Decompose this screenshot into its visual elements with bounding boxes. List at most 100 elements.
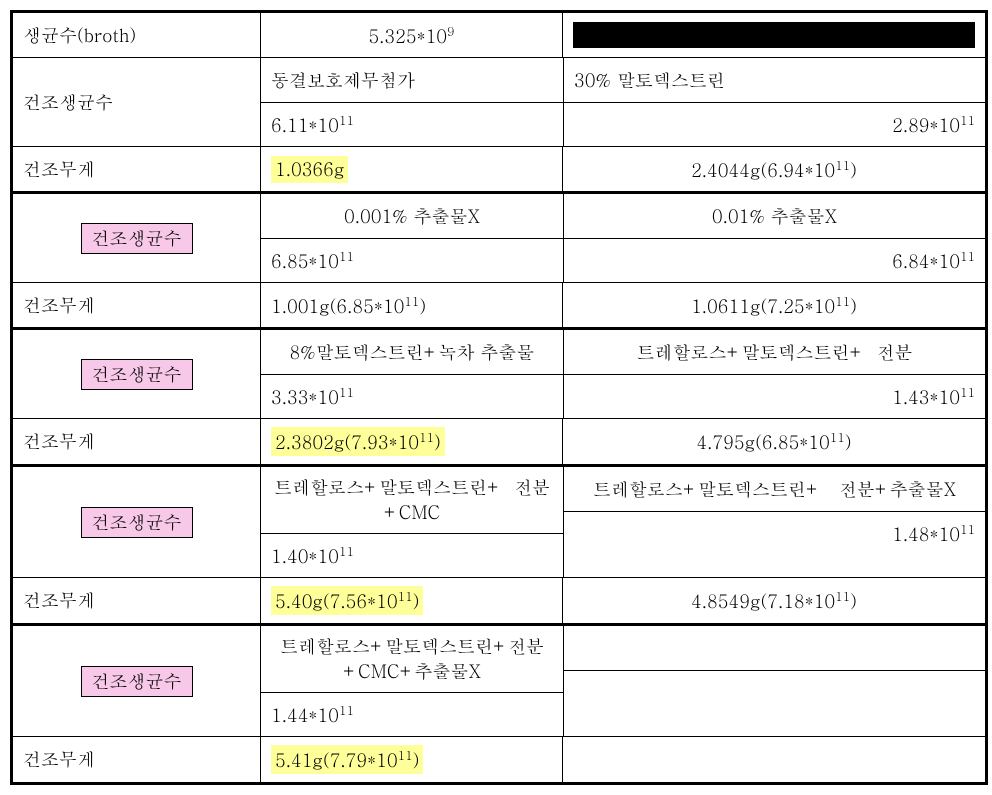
row-s1-weight: 건조무게 1.0366g 2.4044g(6.94*1011) <box>13 147 985 194</box>
s2-weight-col3-text: 1.0611g(7.25*1011) <box>691 292 857 319</box>
s3-weight-col3: 4.795g(6.85*1011) <box>563 419 985 464</box>
s4-count-label-cell: 건조생균수 <box>13 467 261 577</box>
row-s5-weight: 건조무게 5.41g(7.79*1011) <box>13 737 985 785</box>
s2-weight-col2-text: 1.001g(6.85*1011) <box>271 292 426 319</box>
s1-col2-value-text: 6.11*1011 <box>271 111 354 138</box>
s1-col2-value: 6.11*1011 <box>261 102 563 146</box>
s3-col2-value: 3.33*1011 <box>261 374 563 418</box>
s4-weight-col3-text: 4.8549g(7.18*1011) <box>691 587 857 614</box>
s5-weight-label: 건조무게 <box>23 747 95 772</box>
s4-col3-value-text: 1.48*1011 <box>892 520 975 547</box>
s5-col3-stack <box>564 626 985 736</box>
s3-weight-col3-text: 4.795g(6.85*1011) <box>696 428 851 455</box>
s3-col3-header: 트레할로스+말토덱스트린+ 전분 <box>564 330 985 374</box>
s1-col3-header: 30% 말토덱스트린 <box>564 58 985 102</box>
s2-col2-header-text: 0.001% 추출물X <box>344 204 480 229</box>
s2-col2-value-text: 6.85*1011 <box>271 247 354 274</box>
row-s4-count: 건조생균수 트레할로스+말토덱스트린+ 전분+CMC 1.40*1011 트레할… <box>13 467 985 578</box>
s3-count-label: 건조생균수 <box>81 359 193 390</box>
s3-col3-value: 1.43*1011 <box>564 374 985 418</box>
s1-weight-col3: 2.4044g(6.94*1011) <box>563 147 985 191</box>
s5-col2-stack: 트레할로스+말토덱스트린+전분+CMC+추출물X 1.44*1011 <box>261 626 564 736</box>
s1-col2-header: 동결보호제무첨가 <box>261 58 563 102</box>
s5-count-label: 건조생균수 <box>81 666 193 697</box>
s4-weight-label-cell: 건조무게 <box>13 578 261 623</box>
s5-col3-value <box>564 670 985 714</box>
row-s3-count: 건조생균수 8%말토덱스트린+녹차 추출물 3.33*1011 트레할로스+말토… <box>13 330 985 419</box>
s3-col3-header-text: 트레할로스+말토덱스트린+ 전분 <box>637 340 913 365</box>
s2-col3-stack: 0.01% 추출물X 6.84*1011 <box>564 194 985 282</box>
s4-col2-header: 트레할로스+말토덱스트린+ 전분+CMC <box>261 467 563 533</box>
s4-col3-header-text: 트레할로스+말토덱스트린+ 전분+추출물X <box>593 477 956 502</box>
row-s3-weight: 건조무게 2.3802g(7.93*1011) 4.795g(6.85*1011… <box>13 419 985 467</box>
s4-weight-label: 건조무게 <box>23 588 95 613</box>
s5-col2-value: 1.44*1011 <box>261 692 563 736</box>
s4-count-label: 건조생균수 <box>81 507 193 538</box>
s2-col2-value: 6.85*1011 <box>261 238 563 282</box>
s5-weight-col3 <box>563 737 985 782</box>
s4-col2-stack: 트레할로스+말토덱스트린+ 전분+CMC 1.40*1011 <box>261 467 564 577</box>
s3-weight-label: 건조무게 <box>23 429 95 454</box>
s3-col2-stack: 8%말토덱스트린+녹차 추출물 3.33*1011 <box>261 330 564 418</box>
redacted-block <box>573 22 975 48</box>
s3-weight-col2: 2.3802g(7.93*1011) <box>261 419 563 464</box>
row-s2-weight: 건조무게 1.001g(6.85*1011) 1.0611g(7.25*1011… <box>13 283 985 330</box>
s4-col3-stack: 트레할로스+말토덱스트린+ 전분+추출물X 1.48*1011 <box>564 467 985 577</box>
s2-col2-stack: 0.001% 추출물X 6.85*1011 <box>261 194 564 282</box>
s1-col3-header-text: 30% 말토덱스트린 <box>574 68 725 93</box>
s4-col3-value: 1.48*1011 <box>564 511 985 555</box>
blackbox-cell <box>563 13 985 57</box>
s2-col3-header-text: 0.01% 추출물X <box>712 204 837 229</box>
s5-col2-header: 트레할로스+말토덱스트린+전분+CMC+추출물X <box>261 626 563 692</box>
s5-col2-value-text: 1.44*1011 <box>271 701 354 728</box>
s4-col3-header: 트레할로스+말토덱스트린+ 전분+추출물X <box>564 467 985 511</box>
broth-label-cell: 생균수(broth) <box>13 13 261 57</box>
row-broth: 생균수(broth) 5.325*109 <box>13 13 985 58</box>
s1-weight-col3-text: 2.4044g(6.94*1011) <box>691 156 857 183</box>
s3-weight-col2-text: 2.3802g(7.93*1011) <box>271 427 445 456</box>
s3-col3-stack: 트레할로스+말토덱스트린+ 전분 1.43*1011 <box>564 330 985 418</box>
s4-col2-header-text: 트레할로스+말토덱스트린+ 전분+CMC <box>271 475 553 525</box>
s5-weight-label-cell: 건조무게 <box>13 737 261 782</box>
s1-count-label: 건조생균수 <box>23 90 113 115</box>
row-s2-count: 건조생균수 0.001% 추출물X 6.85*1011 0.01% 추출물X 6… <box>13 194 985 283</box>
s5-weight-col2-text: 5.41g(7.79*1011) <box>271 745 423 774</box>
s2-col3-value-text: 6.84*1011 <box>892 247 975 274</box>
row-s4-weight: 건조무게 5.40g(7.56*1011) 4.8549g(7.18*1011) <box>13 578 985 626</box>
broth-value: 5.325*109 <box>368 22 454 49</box>
s4-weight-col2: 5.40g(7.56*1011) <box>261 578 563 623</box>
s5-col2-header-text: 트레할로스+말토덱스트린+전분+CMC+추출물X <box>271 634 553 684</box>
s2-col3-value: 6.84*1011 <box>564 238 985 282</box>
s3-col2-header-text: 8%말토덱스트린+녹차 추출물 <box>289 340 534 365</box>
s1-col3-value-text: 2.89*1011 <box>892 111 975 138</box>
s1-col3-stack: 30% 말토덱스트린 2.89*1011 <box>564 58 985 146</box>
s3-col3-value-text: 1.43*1011 <box>892 383 975 410</box>
s2-weight-label: 건조무게 <box>23 293 95 318</box>
s4-weight-col2-text: 5.40g(7.56*1011) <box>271 586 423 615</box>
s4-col2-value: 1.40*1011 <box>261 533 563 577</box>
s1-count-label-cell: 건조생균수 <box>13 58 261 146</box>
s1-col2-header-text: 동결보호제무첨가 <box>271 68 415 93</box>
s3-count-label-cell: 건조생균수 <box>13 330 261 418</box>
s2-weight-label-cell: 건조무게 <box>13 283 261 327</box>
data-table: 생균수(broth) 5.325*109 건조생균수 동결보호제무첨가 6.11… <box>10 10 988 785</box>
s2-col2-header: 0.001% 추출물X <box>261 194 563 238</box>
s4-col2-value-text: 1.40*1011 <box>271 542 354 569</box>
s1-col2-stack: 동결보호제무첨가 6.11*1011 <box>261 58 564 146</box>
s2-count-label-cell: 건조생균수 <box>13 194 261 282</box>
row-s5-count: 건조생균수 트레할로스+말토덱스트린+전분+CMC+추출물X 1.44*1011 <box>13 626 985 737</box>
s5-count-label-cell: 건조생균수 <box>13 626 261 736</box>
broth-value-cell: 5.325*109 <box>261 13 563 57</box>
s5-weight-col2: 5.41g(7.79*1011) <box>261 737 563 782</box>
s3-col2-value-text: 3.33*1011 <box>271 383 354 410</box>
s3-weight-label-cell: 건조무게 <box>13 419 261 464</box>
s2-count-label: 건조생균수 <box>81 223 193 254</box>
broth-label: 생균수(broth) <box>23 23 136 48</box>
s5-col3-header <box>564 626 985 670</box>
s1-col3-value: 2.89*1011 <box>564 102 985 146</box>
s3-col2-header: 8%말토덱스트린+녹차 추출물 <box>261 330 563 374</box>
s1-weight-col2-text: 1.0366g <box>271 156 348 183</box>
row-s1-count: 건조생균수 동결보호제무첨가 6.11*1011 30% 말토덱스트린 2.89… <box>13 58 985 147</box>
s2-col3-header: 0.01% 추출물X <box>564 194 985 238</box>
s1-weight-col2: 1.0366g <box>261 147 563 191</box>
